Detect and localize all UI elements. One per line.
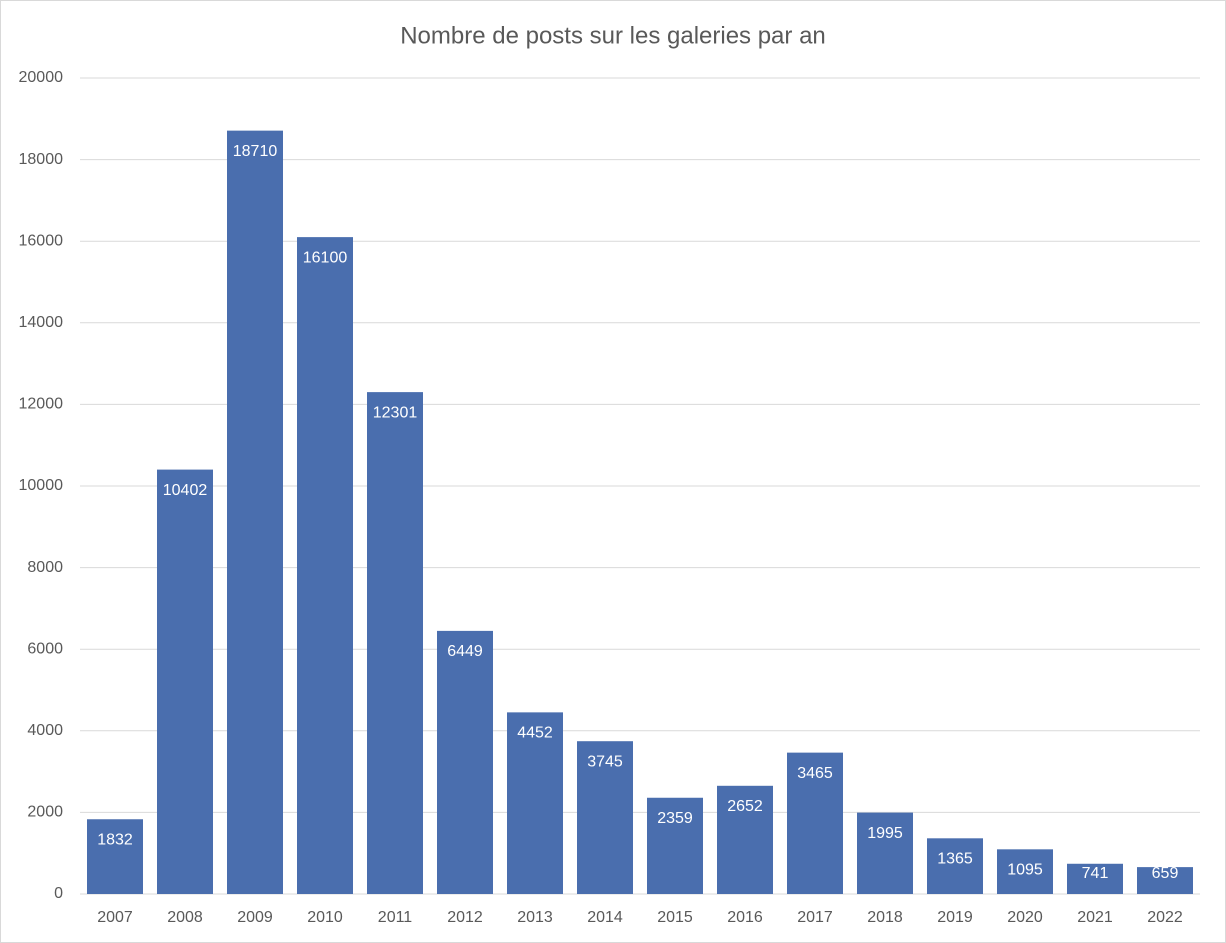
bar	[157, 469, 213, 894]
value-label: 741	[1082, 865, 1109, 882]
value-label: 2652	[727, 798, 763, 815]
chart-title: Nombre de posts sur les galeries par an	[400, 22, 826, 49]
y-tick-label: 18000	[19, 151, 64, 168]
x-tick-label: 2017	[797, 909, 833, 926]
x-tick-label: 2018	[867, 909, 903, 926]
bar	[857, 812, 913, 894]
value-label: 10402	[163, 482, 208, 499]
bar	[367, 392, 423, 894]
bar	[647, 797, 703, 894]
bar	[297, 237, 353, 894]
y-tick-label: 4000	[27, 722, 63, 739]
x-tick-label: 2020	[1007, 909, 1043, 926]
y-tick-label: 8000	[27, 559, 63, 576]
bar	[87, 819, 143, 894]
bar	[1067, 863, 1123, 894]
value-label: 4452	[517, 725, 553, 742]
bar	[507, 712, 563, 894]
value-label: 1095	[1007, 862, 1043, 879]
x-tick-label: 2013	[517, 909, 553, 926]
bar	[927, 838, 983, 894]
x-tick-label: 2011	[378, 909, 413, 926]
value-label: 1995	[867, 825, 903, 842]
y-tick-label: 16000	[19, 232, 64, 249]
value-label: 16100	[303, 249, 348, 266]
y-tick-label: 2000	[27, 804, 63, 821]
y-tick-label: 14000	[19, 314, 64, 331]
y-tick-label: 10000	[19, 477, 64, 494]
bar	[717, 785, 773, 894]
bar	[997, 849, 1053, 894]
x-tick-label: 2008	[167, 909, 203, 926]
bar	[577, 741, 633, 894]
value-label: 3745	[587, 753, 623, 770]
value-label: 1832	[97, 831, 133, 848]
value-label: 659	[1152, 865, 1179, 882]
bar	[1137, 867, 1193, 894]
x-tick-label: 2009	[237, 909, 273, 926]
x-tick-label: 2014	[587, 909, 623, 926]
x-tick-label: 2022	[1147, 909, 1183, 926]
x-tick-label: 2021	[1077, 909, 1113, 926]
x-tick-label: 2019	[937, 909, 973, 926]
x-tick-label: 2016	[727, 909, 763, 926]
value-label: 2359	[657, 810, 693, 827]
x-tick-label: 2015	[657, 909, 693, 926]
bar	[227, 130, 283, 894]
bar	[787, 752, 843, 894]
value-label: 12301	[373, 404, 418, 421]
x-tick-label: 2010	[307, 909, 343, 926]
y-tick-label: 0	[54, 885, 63, 902]
value-label: 6449	[447, 643, 483, 660]
x-tick-label: 2007	[97, 909, 133, 926]
y-tick-label: 6000	[27, 640, 63, 657]
y-tick-label: 20000	[19, 69, 64, 86]
x-tick-label: 2012	[447, 909, 483, 926]
y-tick-label: 12000	[19, 396, 64, 413]
value-label: 1365	[937, 851, 973, 868]
value-label: 18710	[233, 143, 278, 160]
value-label: 3465	[797, 765, 833, 782]
bar	[437, 630, 493, 894]
